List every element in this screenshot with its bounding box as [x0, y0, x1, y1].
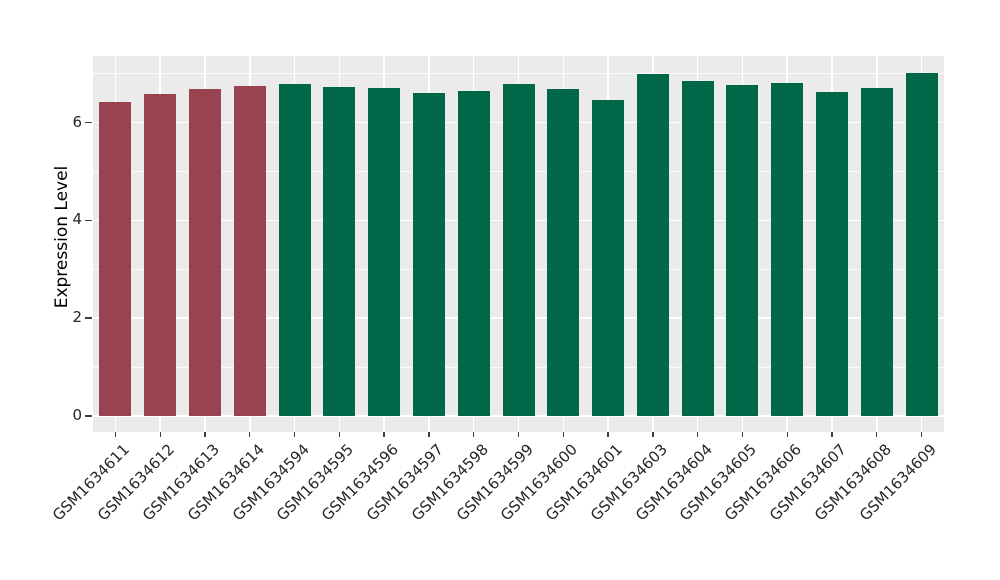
x-tick-mark-GSM1634594	[293, 432, 296, 437]
x-tick-mark-GSM1634607	[831, 432, 833, 437]
x-tick-label-GSM1634611: GSM1634611	[49, 440, 134, 525]
y-tick-label-0: 0	[72, 405, 82, 424]
x-tick-mark-GSM1634606	[786, 432, 788, 437]
x-tick-mark-GSM1634608	[876, 432, 878, 437]
y-tick-label-6: 6	[72, 112, 82, 131]
y-tick-mark-2	[85, 317, 92, 319]
x-tick-mark-GSM1634604	[697, 432, 699, 437]
bar-GSM1634596	[368, 88, 401, 416]
x-tick-mark-GSM1634598	[473, 432, 475, 437]
x-tick-mark-GSM1634601	[607, 432, 609, 437]
bar-GSM1634613	[189, 88, 221, 416]
x-tick-mark-GSM1634611	[114, 432, 117, 437]
bar-GSM1634599	[502, 83, 535, 416]
bar-GSM1634611	[99, 102, 132, 416]
bar-GSM1634608	[860, 88, 893, 416]
bar-GSM1634605	[726, 85, 759, 416]
x-tick-mark-GSM1634600	[562, 432, 564, 437]
x-tick-mark-GSM1634614	[249, 432, 251, 437]
bar-GSM1634612	[144, 93, 177, 416]
bar-GSM1634614	[233, 85, 266, 416]
bar-GSM1634598	[457, 90, 490, 416]
x-tick-mark-GSM1634613	[204, 432, 206, 437]
x-tick-mark-GSM1634609	[920, 432, 923, 437]
y-tick-mark-6	[85, 121, 92, 124]
bar-GSM1634607	[816, 92, 848, 416]
bar-GSM1634609	[905, 73, 938, 416]
y-tick-mark-0	[85, 415, 92, 417]
bar-GSM1634601	[592, 100, 625, 416]
bar-GSM1634594	[278, 83, 311, 416]
y-tick-label-4: 4	[72, 210, 82, 229]
x-tick-mark-GSM1634597	[428, 432, 430, 437]
x-tick-mark-GSM1634612	[159, 432, 161, 437]
y-axis-title: Expression Level	[52, 165, 72, 309]
x-tick-mark-GSM1634605	[741, 432, 744, 437]
x-tick-mark-GSM1634596	[383, 432, 385, 437]
bar-GSM1634606	[771, 83, 804, 416]
x-tick-mark-GSM1634599	[517, 432, 520, 437]
bar-GSM1634595	[323, 87, 356, 416]
bar-GSM1634597	[412, 92, 445, 416]
y-tick-label-2: 2	[72, 308, 82, 327]
bar-GSM1634603	[636, 73, 669, 416]
x-tick-mark-GSM1634603	[652, 432, 654, 437]
plot-panel	[93, 56, 944, 432]
bar-GSM1634604	[681, 81, 714, 416]
y-tick-mark-4	[85, 219, 92, 221]
bar-GSM1634600	[547, 88, 580, 416]
x-tick-mark-GSM1634595	[338, 432, 340, 437]
